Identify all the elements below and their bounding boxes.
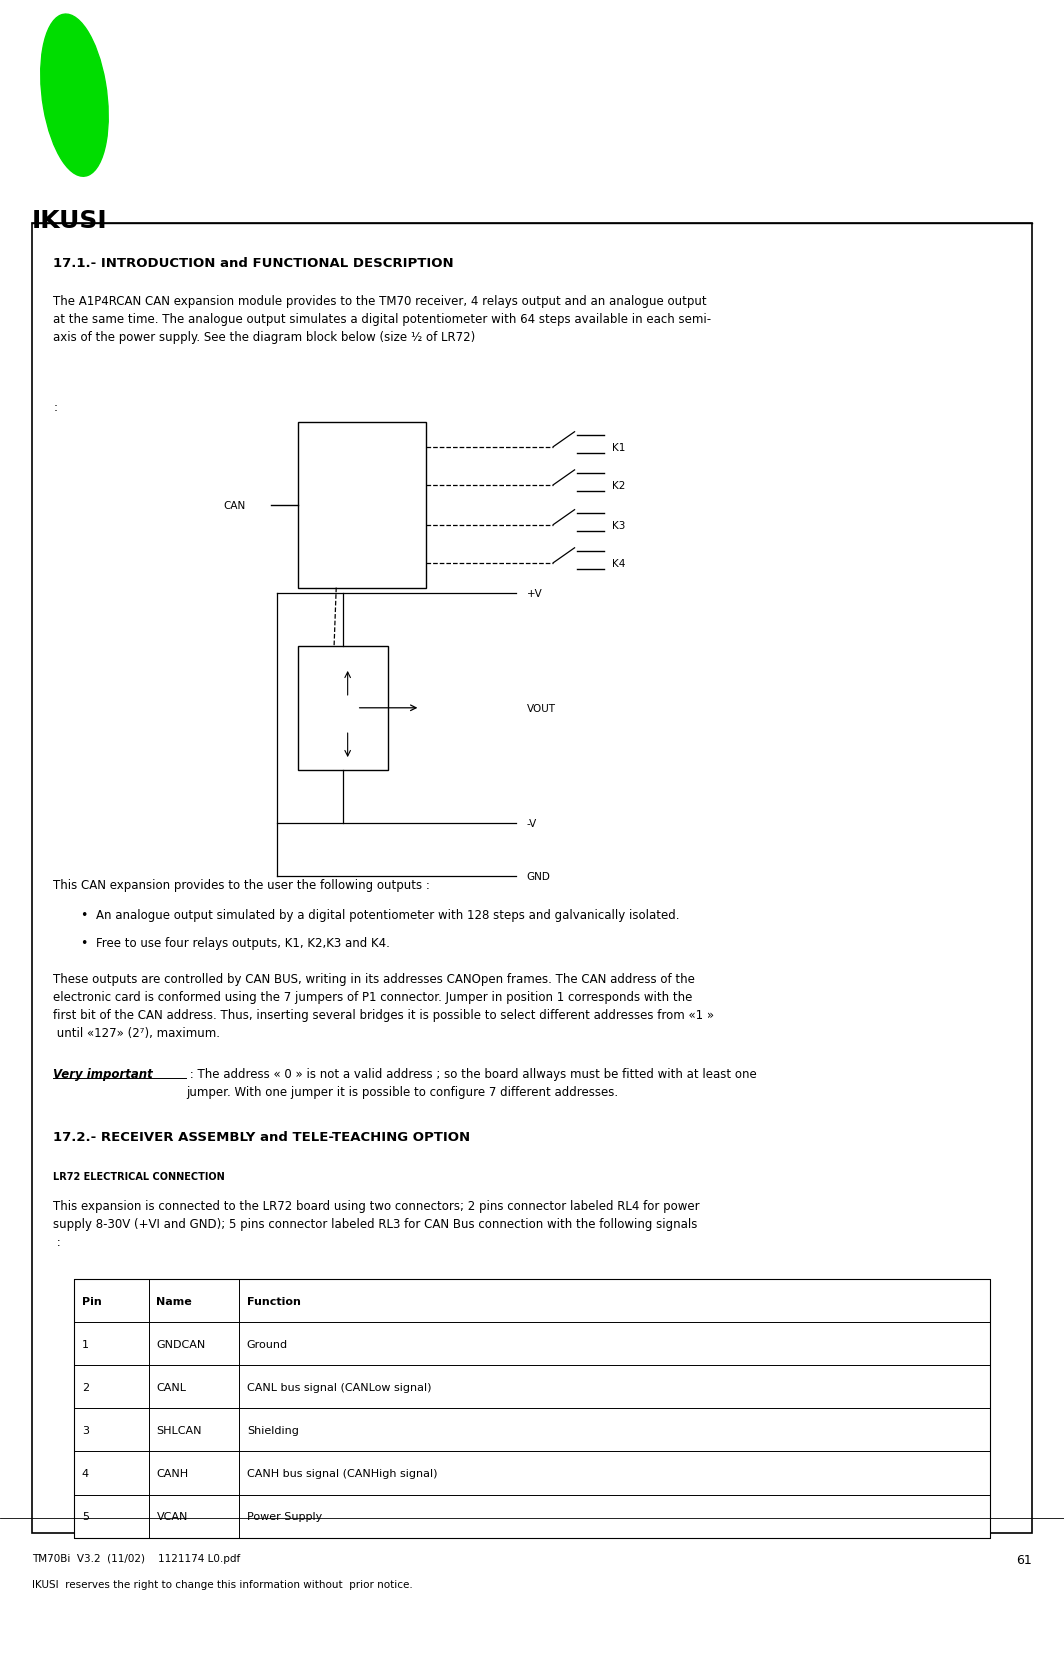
Ellipse shape: [40, 15, 109, 177]
Bar: [74, 1279, 990, 1538]
Text: +V: +V: [527, 588, 543, 598]
Text: •: •: [80, 936, 87, 949]
Text: SHLCAN: SHLCAN: [156, 1425, 202, 1435]
Text: 2: 2: [82, 1382, 89, 1392]
Bar: [298, 423, 426, 588]
Text: TM70Bi  V3.2  (11/02)    1121174 L0.pdf: TM70Bi V3.2 (11/02) 1121174 L0.pdf: [32, 1553, 240, 1563]
Text: : The address « 0 » is not a valid address ; so the board allways must be fitted: : The address « 0 » is not a valid addre…: [186, 1067, 757, 1099]
Text: LR72 ELECTRICAL CONNECTION: LR72 ELECTRICAL CONNECTION: [53, 1171, 225, 1181]
Text: K3: K3: [612, 520, 626, 530]
Text: 17.2.- RECEIVER ASSEMBLY and TELE-TEACHING OPTION: 17.2.- RECEIVER ASSEMBLY and TELE-TEACHI…: [53, 1130, 470, 1143]
Text: 1: 1: [82, 1339, 89, 1349]
Text: 4: 4: [82, 1468, 89, 1478]
Text: GND: GND: [527, 872, 550, 882]
Bar: [298, 646, 388, 771]
Text: Shielding: Shielding: [247, 1425, 299, 1435]
Text: GNDCAN: GNDCAN: [156, 1339, 205, 1349]
Text: Power Supply: Power Supply: [247, 1511, 322, 1521]
Text: The A1P4RCAN CAN expansion module provides to the TM70 receiver, 4 relays output: The A1P4RCAN CAN expansion module provid…: [53, 295, 712, 345]
Text: IKUSI: IKUSI: [31, 209, 107, 232]
Text: VCAN: VCAN: [156, 1511, 187, 1521]
Text: CANL: CANL: [156, 1382, 186, 1392]
Text: •: •: [80, 908, 87, 921]
Text: K4: K4: [612, 558, 626, 568]
Text: CANH: CANH: [156, 1468, 188, 1478]
Text: CAN: CAN: [223, 500, 246, 510]
Text: :: :: [53, 401, 57, 414]
Text: Pin: Pin: [82, 1296, 102, 1306]
Text: 5: 5: [82, 1511, 89, 1521]
Text: K2: K2: [612, 481, 626, 490]
Text: 17.1.- INTRODUCTION and FUNCTIONAL DESCRIPTION: 17.1.- INTRODUCTION and FUNCTIONAL DESCR…: [53, 257, 454, 270]
Text: IKUSI  reserves the right to change this information without  prior notice.: IKUSI reserves the right to change this …: [32, 1579, 413, 1589]
Text: VOUT: VOUT: [527, 703, 555, 714]
Text: CANL bus signal (CANLow signal): CANL bus signal (CANLow signal): [247, 1382, 431, 1392]
Text: These outputs are controlled by CAN BUS, writing in its addresses CANOpen frames: These outputs are controlled by CAN BUS,…: [53, 973, 714, 1039]
Text: 3: 3: [82, 1425, 89, 1435]
Text: 61: 61: [1016, 1553, 1032, 1566]
Text: This CAN expansion provides to the user the following outputs :: This CAN expansion provides to the user …: [53, 878, 430, 891]
Text: K1: K1: [612, 442, 626, 452]
Text: -V: -V: [527, 819, 537, 828]
Text: This expansion is connected to the LR72 board using two connectors; 2 pins conne: This expansion is connected to the LR72 …: [53, 1200, 700, 1249]
Text: An analogue output simulated by a digital potentiometer with 128 steps and galva: An analogue output simulated by a digita…: [96, 908, 679, 921]
Text: Free to use four relays outputs, K1, K2,K3 and K4.: Free to use four relays outputs, K1, K2,…: [96, 936, 389, 949]
Text: Ground: Ground: [247, 1339, 288, 1349]
Text: CANH bus signal (CANHigh signal): CANH bus signal (CANHigh signal): [247, 1468, 437, 1478]
Text: Name: Name: [156, 1296, 193, 1306]
Text: Function: Function: [247, 1296, 301, 1306]
Text: Very important: Very important: [53, 1067, 153, 1080]
